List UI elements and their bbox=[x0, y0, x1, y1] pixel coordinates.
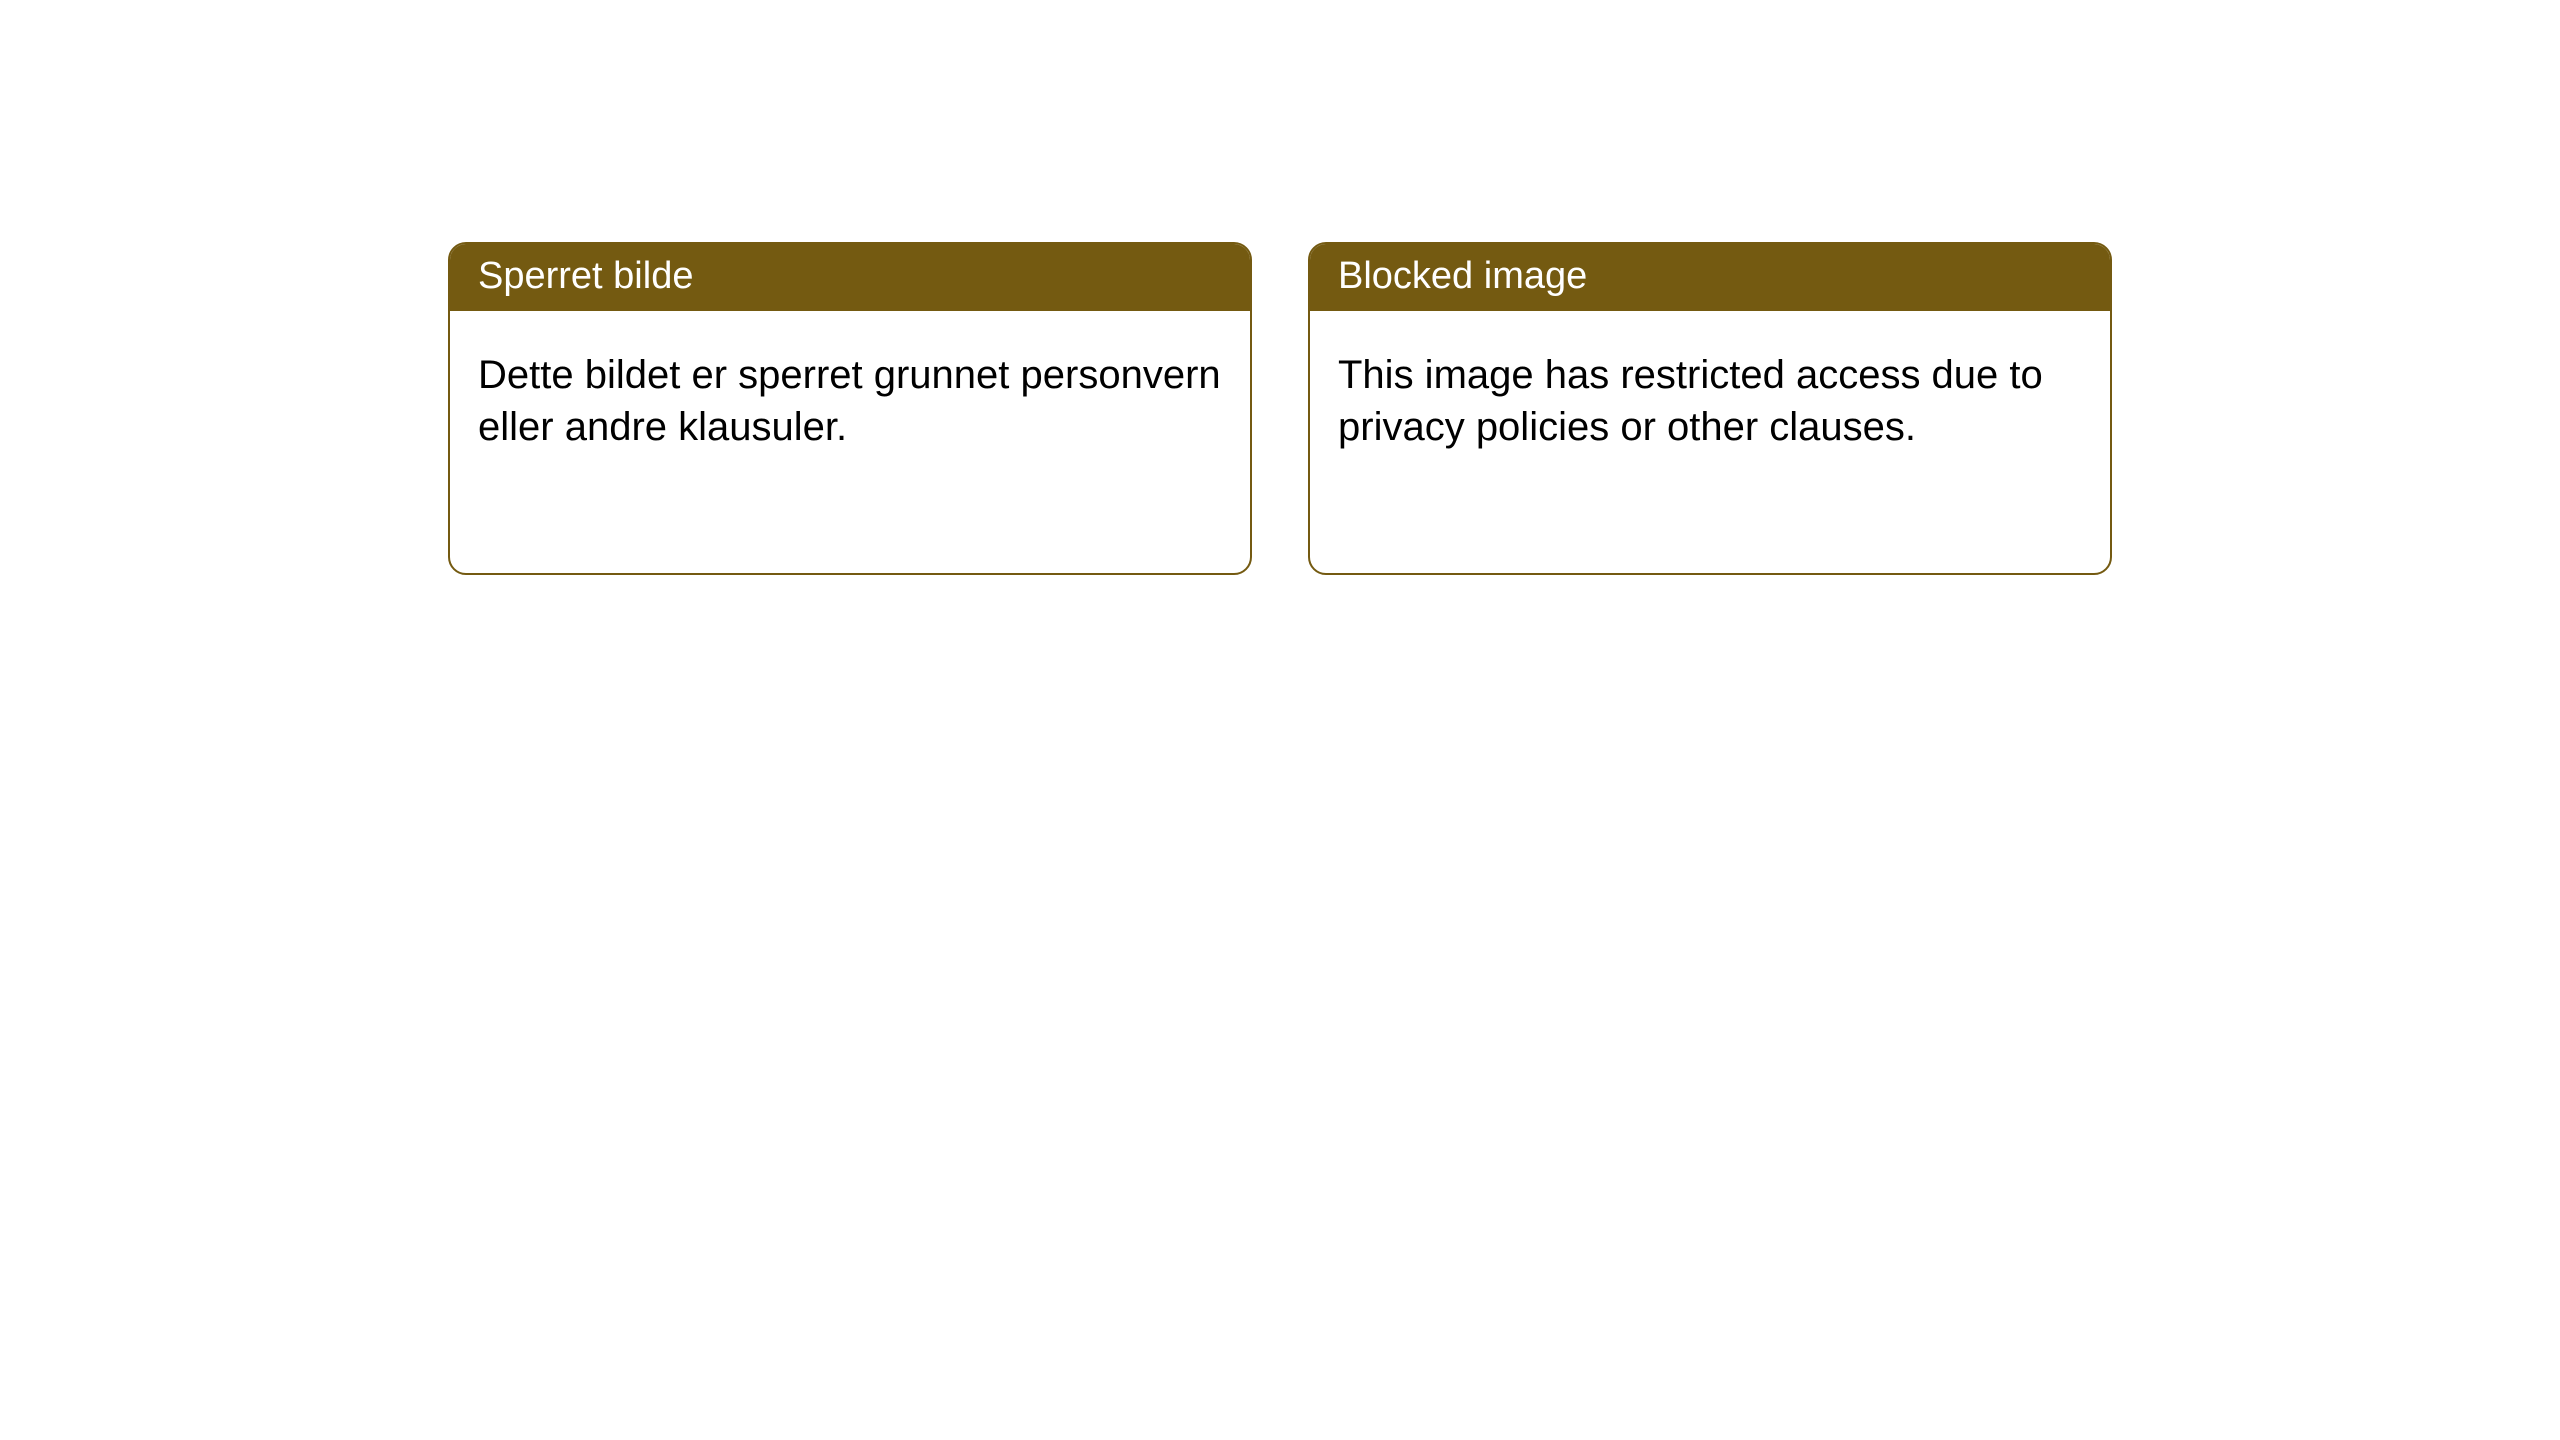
notice-box-norwegian: Sperret bilde Dette bildet er sperret gr… bbox=[448, 242, 1252, 575]
notice-body: This image has restricted access due to … bbox=[1310, 311, 2110, 491]
notice-header: Blocked image bbox=[1310, 244, 2110, 311]
notice-body-text: This image has restricted access due to … bbox=[1338, 353, 2043, 449]
notice-title: Blocked image bbox=[1338, 255, 1587, 297]
notices-container: Sperret bilde Dette bildet er sperret gr… bbox=[0, 0, 2560, 575]
notice-title: Sperret bilde bbox=[478, 255, 693, 297]
notice-header: Sperret bilde bbox=[450, 244, 1250, 311]
notice-box-english: Blocked image This image has restricted … bbox=[1308, 242, 2112, 575]
notice-body: Dette bildet er sperret grunnet personve… bbox=[450, 311, 1250, 491]
notice-body-text: Dette bildet er sperret grunnet personve… bbox=[478, 353, 1221, 449]
